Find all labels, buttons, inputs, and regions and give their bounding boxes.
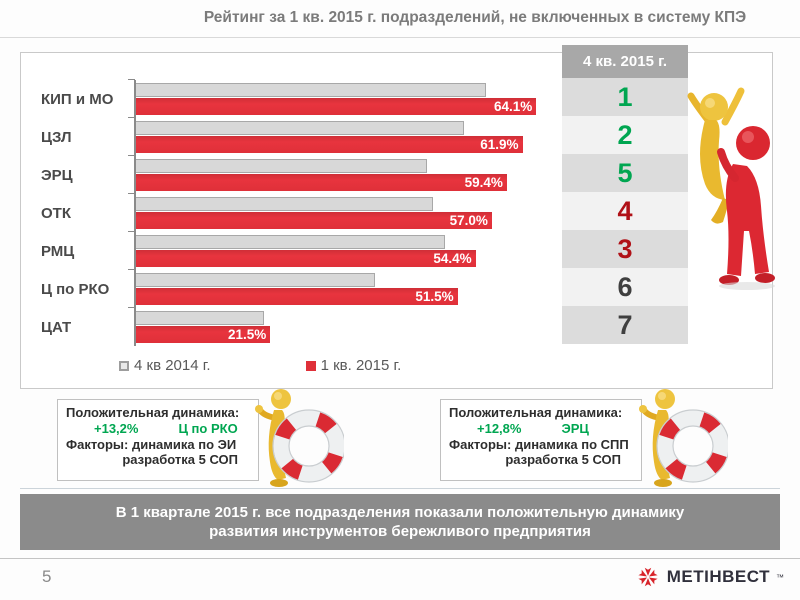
callout-factors2: разработка 5 СОП	[505, 452, 621, 467]
bar-chart: КИП и МО 64.1% ЦЗЛ 61.9% ЭРЦ 59.4%	[41, 79, 550, 374]
category-label: ЦАТ	[41, 318, 72, 336]
chart-row: Ц по РКО 51.5%	[41, 269, 550, 308]
bar-current-quarter: 64.1%	[136, 98, 537, 115]
callout-heading: Положительная динамика:	[449, 405, 623, 420]
legend-label: 4 кв 2014 г.	[134, 357, 211, 374]
rank-table-header: 4 кв. 2015 г.	[562, 45, 688, 78]
rank-cell: 2	[562, 116, 688, 154]
bar-prev-quarter	[136, 273, 376, 287]
rank-cell: 6	[562, 268, 688, 306]
chart-row: ОТК 57.0%	[41, 193, 550, 232]
bar-current-quarter: 54.4%	[136, 250, 476, 267]
rank-cell: 1	[562, 78, 688, 116]
callout-delta-line: +13,2% Ц по РКО	[66, 421, 252, 436]
callout-delta-line: +12,8% ЭРЦ	[449, 421, 635, 436]
bar-current-quarter: 57.0%	[136, 212, 492, 229]
current-quarter-legend-swatch	[305, 360, 316, 371]
logo-trademark: ™	[776, 572, 784, 582]
chart-row: КИП и МО 64.1%	[41, 79, 550, 118]
callout-factors: Факторы: динамика по ЭИ	[66, 437, 237, 452]
legend-item-prev: 4 кв 2014 г.	[119, 357, 211, 374]
banner-line2: развития инструментов бережливого предпр…	[209, 523, 591, 540]
chart-row: ЭРЦ 59.4%	[41, 155, 550, 194]
title-divider	[0, 37, 800, 38]
category-label: КИП и МО	[41, 90, 114, 108]
legend-item-current: 1 кв. 2015 г.	[305, 357, 402, 374]
rank-cell: 7	[562, 306, 688, 344]
category-label: ЭРЦ	[41, 166, 73, 184]
bar-prev-quarter	[136, 311, 264, 325]
category-label: ОТК	[41, 204, 71, 222]
logo-text: МЕТІНВЕСТ	[666, 567, 770, 586]
page-title: Рейтинг за 1 кв. 2015 г. подразделений, …	[203, 9, 747, 26]
callout-factors: Факторы: динамика по СПП	[449, 437, 629, 452]
bar-current-quarter: 51.5%	[136, 288, 458, 305]
category-label: РМЦ	[41, 242, 75, 260]
callout-factors2: разработка 5 СОП	[122, 452, 238, 467]
rank-cell: 5	[562, 154, 688, 192]
delta-unit: Ц по РКО	[178, 421, 238, 436]
metinvest-logo-icon	[638, 567, 658, 587]
piggyback-figures-illustration	[687, 87, 775, 290]
thumbsup-lifering-icon	[255, 389, 344, 487]
rank-table: 4 кв. 2015 г. 1 2 5 4 3 6 7	[562, 45, 688, 344]
bar-prev-quarter	[136, 197, 433, 211]
bar-current-quarter: 61.9%	[136, 136, 523, 153]
footer-divider	[0, 558, 800, 559]
callout-heading: Положительная динамика:	[66, 405, 240, 420]
callout-rko: Положительная динамика: +13,2% Ц по РКО …	[57, 399, 259, 481]
metinvest-logo: МЕТІНВЕСТ ™	[635, 564, 784, 590]
page-number: 5	[42, 567, 52, 586]
delta-value: +12,8%	[477, 421, 522, 436]
bar-current-quarter: 21.5%	[136, 326, 271, 343]
chart-legend: 4 кв 2014 г. 1 кв. 2015 г.	[119, 357, 550, 374]
bar-prev-quarter	[136, 83, 486, 97]
delta-value: +13,2%	[94, 421, 139, 436]
thumbsup-lifering-icon	[639, 389, 728, 487]
rank-table-body: 1 2 5 4 3 6 7	[562, 78, 688, 344]
category-label: Ц по РКО	[41, 280, 110, 298]
chart-row: ЦЗЛ 61.9%	[41, 117, 550, 156]
banner-top-divider	[20, 488, 780, 489]
conclusion-banner: В 1 квартале 2015 г. все подразделения п…	[20, 494, 780, 550]
category-label: ЦЗЛ	[41, 128, 72, 146]
callout-erc: Положительная динамика: +12,8% ЭРЦ Факто…	[440, 399, 642, 481]
chart-row: ЦАТ 21.5%	[41, 307, 550, 346]
prev-quarter-legend-swatch	[119, 360, 129, 371]
banner-line1: В 1 квартале 2015 г. все подразделения п…	[115, 504, 685, 521]
bar-prev-quarter	[136, 121, 464, 135]
rank-cell: 4	[562, 192, 688, 230]
bar-current-quarter: 59.4%	[136, 174, 507, 191]
chart-row: РМЦ 54.4%	[41, 231, 550, 270]
bar-prev-quarter	[136, 235, 446, 249]
delta-unit: ЭРЦ	[561, 421, 589, 436]
bar-prev-quarter	[136, 159, 427, 173]
legend-label: 1 кв. 2015 г.	[320, 357, 402, 374]
rank-cell: 3	[562, 230, 688, 268]
